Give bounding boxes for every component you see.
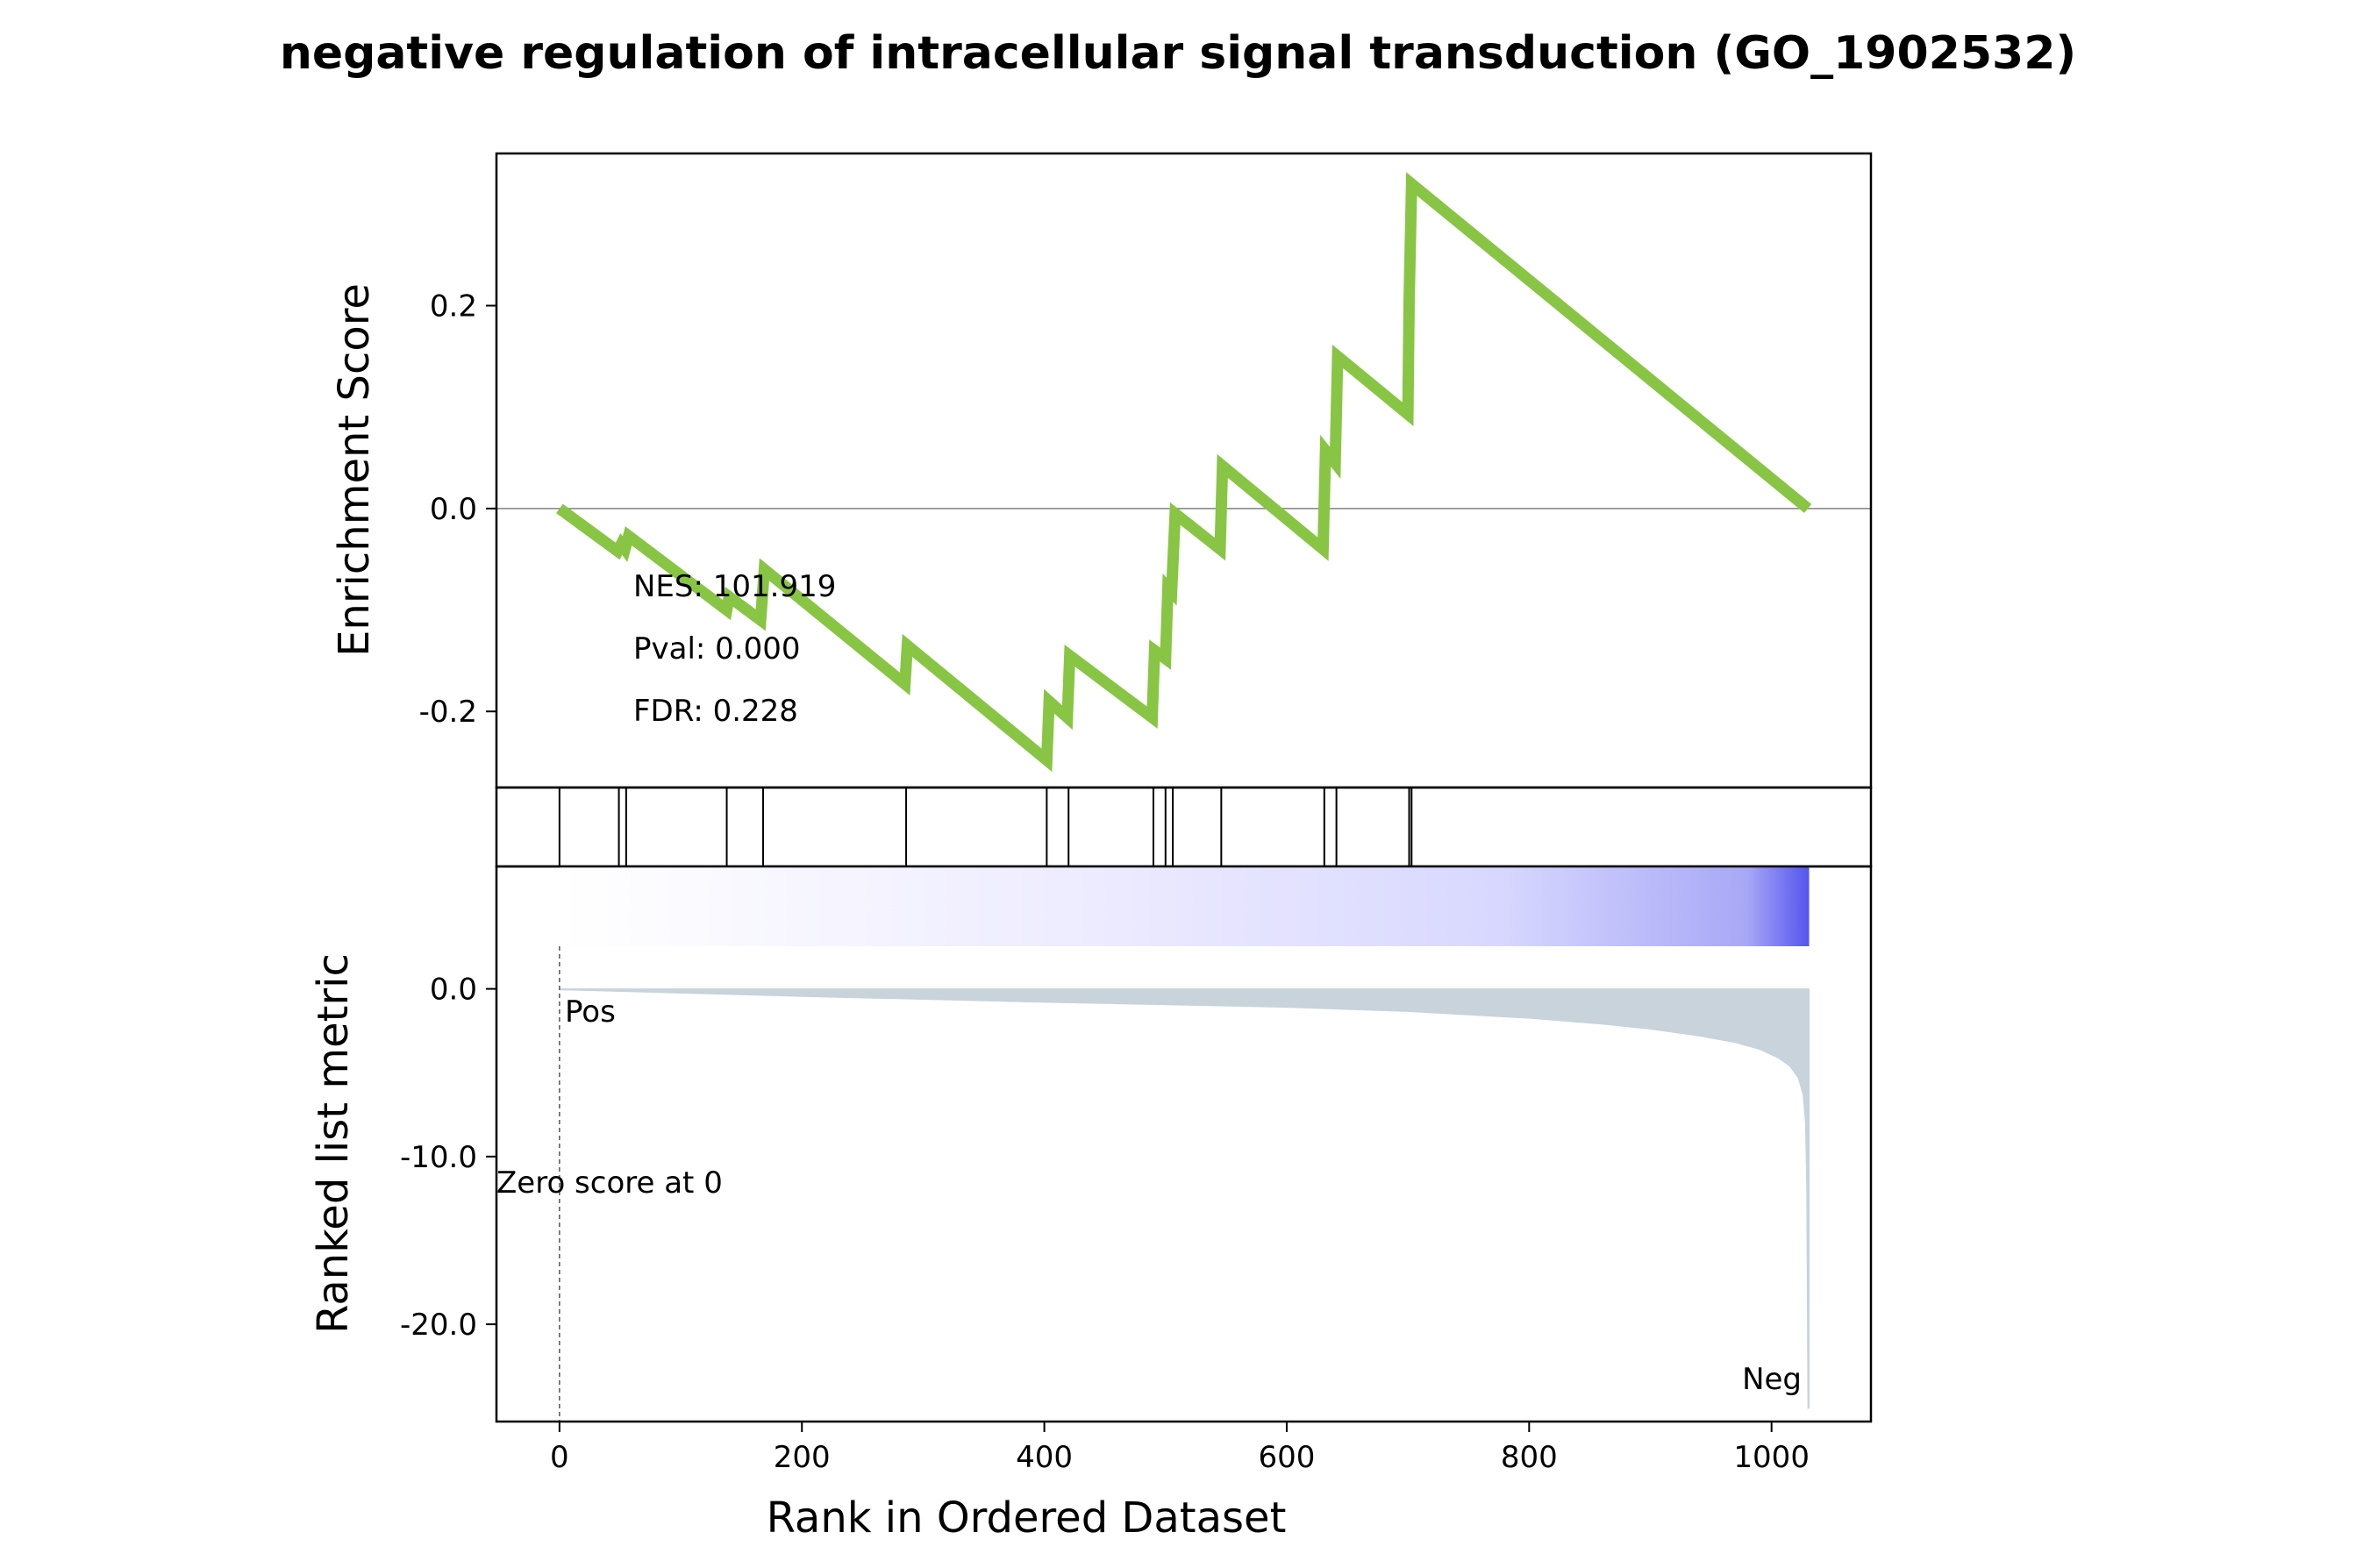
hit-markers: [558, 788, 1413, 866]
ranked-metric-axes-frame: [495, 865, 1873, 1423]
ranked-metric-y-tick-label: 0.0: [430, 973, 477, 1008]
ranked-metric-y-ticks: 0.0 -10.0 -20.0: [400, 973, 496, 1343]
enrichment-axes-frame: [495, 152, 1873, 789]
enrichment-score-line: [556, 172, 1812, 773]
pval-annotation: Pval: 0.000: [633, 631, 801, 666]
ranked-metric-y-tick-label: -10.0: [400, 1140, 477, 1175]
fdr-annotation: FDR: 0.228: [633, 694, 798, 729]
rank-heatmap-bar: [559, 866, 1810, 946]
enrichment-y-tick-label: 0.0: [430, 492, 477, 527]
ranked-metric-y-label: Ranked list metric: [309, 953, 358, 1334]
enrichment-y-label: Enrichment Score: [330, 283, 379, 657]
nes-annotation: NES: 101.919: [633, 569, 836, 604]
enrichment-y-tick-label: 0.2: [430, 289, 477, 324]
x-tick-label: 1000: [1733, 1440, 1810, 1475]
enrichment-y-ticks: 0.2 0.0 -0.2: [419, 289, 496, 730]
x-axis-label: Rank in Ordered Dataset: [767, 1493, 1287, 1543]
x-tick-label: 800: [1501, 1440, 1558, 1475]
x-tick-label: 600: [1259, 1440, 1316, 1475]
zero-score-text: Zero score at 0: [496, 1165, 723, 1201]
hits-axes-frame: [495, 786, 1873, 868]
hits-panel: [495, 786, 1873, 868]
x-tick-label: 0: [550, 1440, 569, 1475]
pos-label: Pos: [565, 994, 616, 1030]
chart-title: negative regulation of intracellular sig…: [280, 27, 2076, 80]
ranked-metric-area: [559, 988, 1810, 1409]
x-tick-label: 400: [1016, 1440, 1073, 1475]
x-tick-label: 200: [774, 1440, 831, 1475]
neg-label: Neg: [1742, 1362, 1802, 1397]
enrichment-panel: 0.2 0.0 -0.2 NES: 101.919 Pval: 0.000 FDR:…: [330, 152, 1873, 789]
x-axis-ticks: 0 200 400 600 800 1000: [550, 1422, 1810, 1475]
enrichment-y-tick-label: -0.2: [419, 695, 477, 730]
ranked-metric-panel: Pos Neg Zero score at 0 0.0 -10.0 -20.0 0 2…: [309, 865, 1873, 1543]
ranked-metric-y-tick-label: -20.0: [400, 1308, 477, 1343]
